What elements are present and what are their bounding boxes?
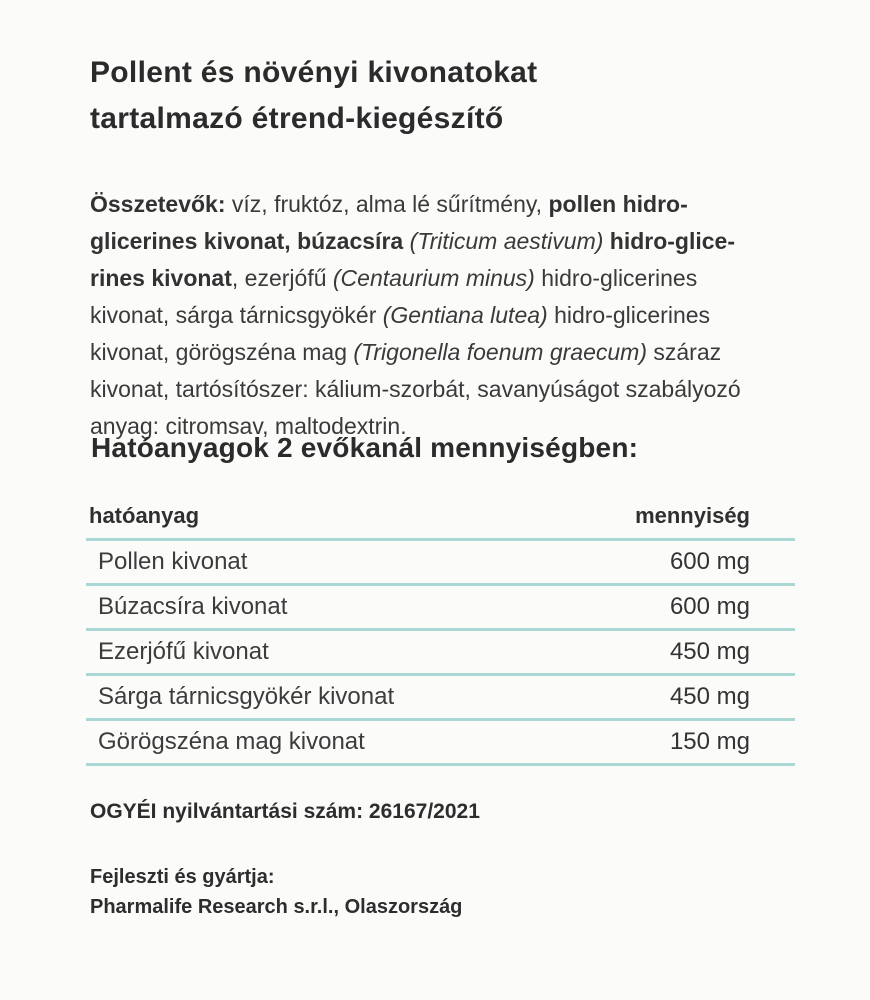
ingredients-line: kivonat, tartósítószer: kálium-szorbát, … bbox=[90, 371, 860, 408]
substance-name: Sárga tárnicsgyökér kivonat bbox=[98, 683, 395, 710]
actives-heading: Hatóanyagok 2 evőkanál mennyiségben: bbox=[91, 432, 639, 463]
ingredients-line: kivonat, sárga tárnicsgyökér (Gentiana l… bbox=[90, 297, 860, 334]
ingredients-line: anyag: citromsav, maltodextrin. bbox=[90, 408, 860, 445]
substance-amount: 600 mg bbox=[669, 548, 750, 575]
ingredients-line: Összetevők: víz, fruktóz, alma lé sűrítm… bbox=[90, 186, 860, 223]
table-row: Ezerjófű kivonat 450 mg bbox=[86, 631, 795, 676]
ingredients-text: anyag: citromsav, maltodextrin. bbox=[90, 413, 407, 439]
ingredients-text: száraz bbox=[646, 339, 722, 365]
substance-amount: 450 mg bbox=[669, 638, 750, 665]
substance-name: Görögszéna mag kivonat bbox=[98, 728, 365, 755]
substance-name: Pollen kivonat bbox=[98, 548, 248, 575]
ingredients-text: kivonat, sárga tárnicsgyökér bbox=[90, 302, 383, 328]
ingredients-text: víz, fruktóz, alma lé sűrítmény, bbox=[231, 191, 549, 217]
ingredients-line: rines kivonat, ezerjófű (Centaurium minu… bbox=[90, 260, 860, 297]
ingredients-text-bold: glicerines kivonat, búzacsíra bbox=[90, 228, 410, 254]
table-row: Pollen kivonat 600 mg bbox=[86, 541, 795, 586]
substance-amount: 600 mg bbox=[669, 593, 750, 620]
ingredients-text: kivonat, görögszéna mag bbox=[90, 339, 354, 365]
substance-name: Ezerjófű kivonat bbox=[98, 638, 269, 665]
table-header-row: hatóanyag mennyiség bbox=[86, 503, 795, 541]
table-header-substance: hatóanyag bbox=[89, 503, 200, 528]
manufacturer-name: Pharmalife Research s.r.l., Olaszország bbox=[90, 896, 463, 918]
table-row: Sárga tárnicsgyökér kivonat 450 mg bbox=[86, 676, 795, 721]
latin-name: (Gentiana lutea) bbox=[382, 302, 548, 328]
product-title-line1: Pollent és növényi kivonatokat bbox=[90, 56, 538, 89]
ingredients-label: Összetevők: bbox=[90, 191, 232, 217]
latin-name: (Centaurium minus) bbox=[332, 265, 535, 291]
ingredients-text-bold: hidro-glice- bbox=[603, 228, 736, 254]
manufacturer-block: Fejleszti és gyártja: Pharmalife Researc… bbox=[90, 862, 462, 922]
ingredients-text-bold: rines kivonat bbox=[90, 265, 232, 291]
product-title: Pollent és növényi kivonatokat tartalmaz… bbox=[90, 50, 537, 142]
ingredients-text: hidro-glicerines bbox=[534, 265, 698, 291]
ingredients-text: , ezerjófű bbox=[231, 265, 333, 291]
ingredients-text-bold: pollen hidro- bbox=[548, 191, 688, 217]
ingredients-line: glicerines kivonat, búzacsíra (Triticum … bbox=[90, 223, 860, 260]
ingredients-line: kivonat, görögszéna mag (Trigonella foen… bbox=[90, 334, 860, 371]
substance-amount: 450 mg bbox=[669, 683, 750, 710]
substance-name: Búzacsíra kivonat bbox=[98, 593, 288, 620]
latin-name: (Triticum aestivum) bbox=[409, 228, 604, 254]
manufacturer-label: Fejleszti és gyártja: bbox=[90, 866, 275, 888]
registration-number-line: OGYÉI nyilvántartási szám: 26167/2021 bbox=[90, 800, 480, 823]
table-row: Görögszéna mag kivonat 150 mg bbox=[86, 721, 795, 766]
actives-table: hatóanyag mennyiség Pollen kivonat 600 m… bbox=[86, 503, 795, 766]
ingredients-text: hidro-glicerines bbox=[547, 302, 711, 328]
substance-amount: 150 mg bbox=[669, 728, 750, 755]
product-title-line2: tartalmazó étrend-kiegészítő bbox=[90, 102, 504, 135]
table-header-amount: mennyiség bbox=[635, 503, 750, 528]
ingredients-paragraph: Összetevők: víz, fruktóz, alma lé sűrítm… bbox=[90, 186, 860, 445]
latin-name: (Trigonella foenum graecum) bbox=[353, 339, 647, 365]
ingredients-text: kivonat, tartósítószer: kálium-szorbát, … bbox=[90, 376, 741, 402]
table-row: Búzacsíra kivonat 600 mg bbox=[86, 586, 795, 631]
